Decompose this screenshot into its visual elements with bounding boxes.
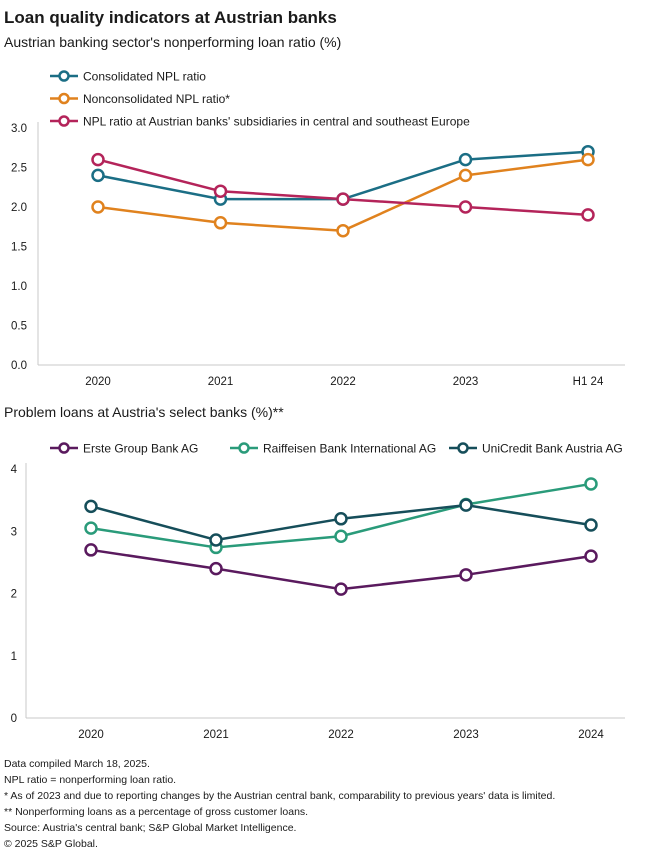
data-point-series-2: [91, 200, 105, 214]
series-line-1: [97, 150, 589, 201]
data-point-series-1: [91, 168, 105, 183]
legend-swatch-marker: [58, 92, 70, 105]
footnote-copyright: © 2025 S&P Global.: [4, 838, 98, 850]
data-point-series-2: [458, 168, 473, 183]
x-tick-label: 2020: [78, 729, 104, 741]
x-tick-label: 2021: [208, 376, 234, 388]
data-point-series-2: [584, 477, 598, 491]
data-point-series-1: [84, 543, 98, 557]
data-point-series-1: [459, 568, 473, 582]
x-tick-label: H1 24: [573, 376, 604, 388]
legend-entry: Nonconsolidated NPL ratio*: [83, 92, 230, 106]
data-point-series-2: [581, 152, 595, 167]
x-tick-label: 2021: [203, 729, 229, 741]
x-tick-label: 2022: [330, 376, 356, 388]
y-tick-label: 0.5: [11, 321, 27, 333]
legend-entry: Consolidated NPL ratio: [83, 70, 206, 84]
x-tick-label: 2020: [85, 376, 111, 388]
legend-entry: Erste Group Bank AG: [83, 442, 198, 456]
y-tick-label: 1.5: [11, 242, 27, 254]
data-point-series-3: [581, 208, 595, 222]
y-tick-label: 3.0: [11, 123, 27, 135]
data-point-series-3: [209, 533, 223, 547]
chart1-title: Austrian banking sector's nonperforming …: [4, 34, 342, 50]
data-point-series-3: [459, 498, 473, 512]
data-point-series-2: [84, 521, 98, 535]
data-point-series-1: [209, 561, 223, 576]
legend-entry: Raiffeisen Bank International AG: [263, 442, 436, 456]
legend-swatch-marker: [58, 70, 70, 82]
data-point-series-1: [584, 549, 598, 563]
legend-entry: NPL ratio at Austrian banks' subsidiarie…: [83, 115, 470, 129]
data-point-series-3: [84, 499, 98, 514]
data-point-series-3: [584, 518, 598, 532]
data-point-series-1: [458, 152, 473, 167]
y-tick-label: 2.0: [11, 202, 27, 214]
y-tick-label: 0.0: [11, 360, 27, 372]
data-point-series-3: [458, 200, 473, 214]
footnote-source: Source: Austria's central bank; S&P Glob…: [4, 822, 297, 834]
legend-swatch-marker: [457, 442, 469, 454]
y-tick-label: 2.5: [11, 163, 27, 175]
problem-loans-chart: Erste Group Bank AG Raiffeisen Bank Inter…: [11, 442, 625, 741]
x-tick-label: 2023: [453, 729, 479, 741]
data-point-series-3: [213, 184, 228, 198]
data-point-series-3: [336, 192, 350, 206]
y-tick-label: 1: [11, 651, 17, 663]
data-point-series-1: [334, 582, 348, 596]
legend-entry: UniCredit Bank Austria AG: [482, 442, 623, 456]
footnote-date: Data compiled March 18, 2025.: [4, 758, 150, 770]
legend-swatch-marker: [238, 442, 250, 454]
data-point-series-3: [334, 512, 348, 526]
y-tick-label: 1.0: [11, 281, 27, 293]
legend-swatch-marker: [58, 442, 70, 454]
chart2-title: Problem loans at Austria's select banks …: [4, 404, 284, 420]
y-tick-label: 3: [11, 526, 17, 538]
footnotes: Data compiled March 18, 2025. NPL ratio …: [4, 756, 555, 852]
data-point-series-2: [336, 223, 350, 238]
data-point-series-3: [91, 152, 105, 167]
x-tick-label: 2024: [578, 729, 604, 741]
footnote-npl-definition: NPL ratio = nonperforming loan ratio.: [4, 774, 177, 786]
y-tick-label: 0: [11, 713, 17, 725]
y-tick-label: 2: [11, 589, 17, 601]
npl-ratio-chart: Consolidated NPL ratio Nonconsolidated NP…: [11, 70, 625, 388]
x-tick-label: 2023: [453, 376, 479, 388]
footnote-comparability: * As of 2023 and due to reporting change…: [4, 790, 556, 802]
y-tick-label: 4: [11, 464, 18, 476]
legend-swatch-marker: [58, 115, 70, 127]
footnote-problem-loans: ** Nonperforming loans as a percentage o…: [4, 806, 309, 818]
data-point-series-2: [213, 216, 228, 230]
page-title: Loan quality indicators at Austrian bank…: [4, 8, 337, 27]
data-point-series-2: [334, 529, 348, 543]
x-tick-label: 2022: [328, 729, 354, 741]
